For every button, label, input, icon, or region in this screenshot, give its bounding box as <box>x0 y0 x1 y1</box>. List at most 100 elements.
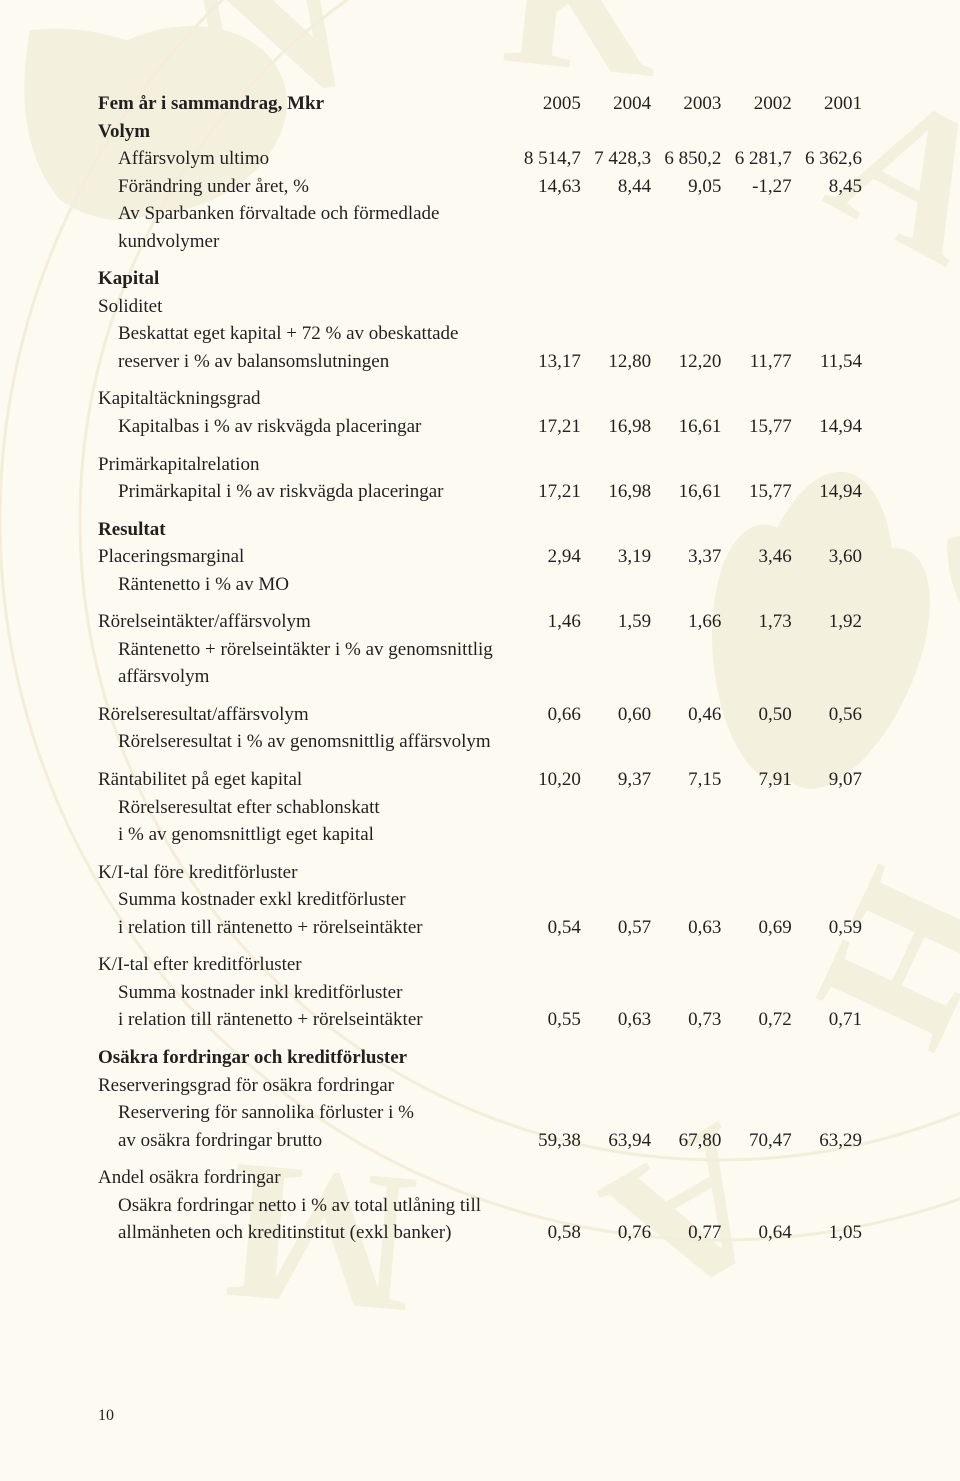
financial-table: Fem år i sammandrag, Mkr2005200420032002… <box>98 90 862 1247</box>
value-cell <box>511 451 581 479</box>
value-cell <box>581 571 651 599</box>
value-cell: 10,20 <box>511 766 581 794</box>
value-cell <box>511 1164 581 1192</box>
value-cell: 1,05 <box>792 1219 862 1247</box>
value-cell <box>581 451 651 479</box>
value-cell <box>581 516 651 544</box>
value-cell: 0,50 <box>721 701 791 729</box>
value-cell: 11,77 <box>721 348 791 376</box>
subheading: K/I-tal före kreditförluster <box>98 859 511 887</box>
value-cell <box>651 728 721 756</box>
subheading: K/I-tal efter kreditförluster <box>98 951 511 979</box>
value-cell <box>721 265 791 293</box>
value-cell <box>651 293 721 321</box>
value-cell: 0,64 <box>721 1219 791 1247</box>
value-cell <box>511 979 581 1007</box>
value-cell <box>721 1192 791 1220</box>
value-cell <box>581 886 651 914</box>
value-cell <box>651 979 721 1007</box>
value-cell <box>651 516 721 544</box>
value-cell <box>651 571 721 599</box>
value-cell: 1,46 <box>511 608 581 636</box>
value-cell <box>581 385 651 413</box>
value-cell <box>651 1099 721 1127</box>
value-cell: 11,54 <box>792 348 862 376</box>
value-cell: 9,05 <box>651 173 721 201</box>
row-label: Beskattat eget kapital + 72 % av obeskat… <box>98 320 511 348</box>
value-cell <box>721 320 791 348</box>
value-cell <box>651 794 721 822</box>
value-cell: 14,94 <box>792 413 862 441</box>
value-cell: 0,57 <box>581 914 651 942</box>
value-cell: 0,58 <box>511 1219 581 1247</box>
value-cell <box>651 1192 721 1220</box>
value-cell <box>581 1099 651 1127</box>
value-cell: 6 362,6 <box>792 145 862 173</box>
value-cell <box>721 859 791 887</box>
value-cell: 6 850,2 <box>651 145 721 173</box>
value-cell <box>792 821 862 849</box>
value-cell: 12,20 <box>651 348 721 376</box>
value-cell <box>511 571 581 599</box>
value-cell <box>792 979 862 1007</box>
value-cell <box>792 951 862 979</box>
value-cell: 0,66 <box>511 701 581 729</box>
value-cell: 1,59 <box>581 608 651 636</box>
value-cell: 13,17 <box>511 348 581 376</box>
subheading: Rörelseresultat/affärsvolym <box>98 701 511 729</box>
value-cell <box>511 794 581 822</box>
row-label: Rörelseresultat i % av genomsnittlig aff… <box>98 728 511 756</box>
value-cell <box>792 320 862 348</box>
subheading: Rörelseintäkter/affärsvolym <box>98 608 511 636</box>
subheading: Kapitaltäckningsgrad <box>98 385 511 413</box>
svg-text:S: S <box>897 484 960 649</box>
row-label: Rörelseresultat efter schablonskatt <box>98 794 511 822</box>
section-heading: Kapital <box>98 265 511 293</box>
value-cell <box>581 636 651 691</box>
value-cell <box>792 1192 862 1220</box>
value-cell <box>721 200 791 255</box>
value-cell <box>792 636 862 691</box>
value-cell: 0,54 <box>511 914 581 942</box>
value-cell: 14,94 <box>792 478 862 506</box>
row-label: Summa kostnader inkl kreditförluster <box>98 979 511 1007</box>
value-cell: 9,37 <box>581 766 651 794</box>
value-cell <box>651 951 721 979</box>
subheading: Räntabilitet på eget kapital <box>98 766 511 794</box>
row-label: i relation till räntenetto + rörelseintä… <box>98 914 511 942</box>
value-cell <box>721 385 791 413</box>
value-cell: 59,38 <box>511 1127 581 1155</box>
section-heading: Resultat <box>98 516 511 544</box>
value-cell: 0,63 <box>581 1006 651 1034</box>
value-cell <box>721 886 791 914</box>
value-cell <box>792 1072 862 1100</box>
year-header: 2001 <box>792 90 862 118</box>
value-cell <box>721 1164 791 1192</box>
row-label: Förändring under året, % <box>98 173 511 201</box>
value-cell: 8,45 <box>792 173 862 201</box>
value-cell <box>511 859 581 887</box>
value-cell <box>721 451 791 479</box>
row-label: av osäkra fordringar brutto <box>98 1127 511 1155</box>
value-cell <box>581 821 651 849</box>
value-cell <box>792 118 862 146</box>
value-cell: 2,94 <box>511 543 581 571</box>
value-cell <box>651 118 721 146</box>
value-cell <box>651 265 721 293</box>
value-cell <box>792 1099 862 1127</box>
value-cell <box>511 636 581 691</box>
value-cell <box>581 728 651 756</box>
value-cell: 0,60 <box>581 701 651 729</box>
value-cell: 6 281,7 <box>721 145 791 173</box>
value-cell <box>721 293 791 321</box>
value-cell: 0,69 <box>721 914 791 942</box>
row-label: i % av genomsnittligt eget kapital <box>98 821 511 849</box>
value-cell <box>581 200 651 255</box>
value-cell: 0,56 <box>792 701 862 729</box>
value-cell <box>792 794 862 822</box>
value-cell: 16,61 <box>651 413 721 441</box>
value-cell <box>581 951 651 979</box>
value-cell: 12,80 <box>581 348 651 376</box>
year-header: 2002 <box>721 90 791 118</box>
value-cell <box>792 1044 862 1072</box>
